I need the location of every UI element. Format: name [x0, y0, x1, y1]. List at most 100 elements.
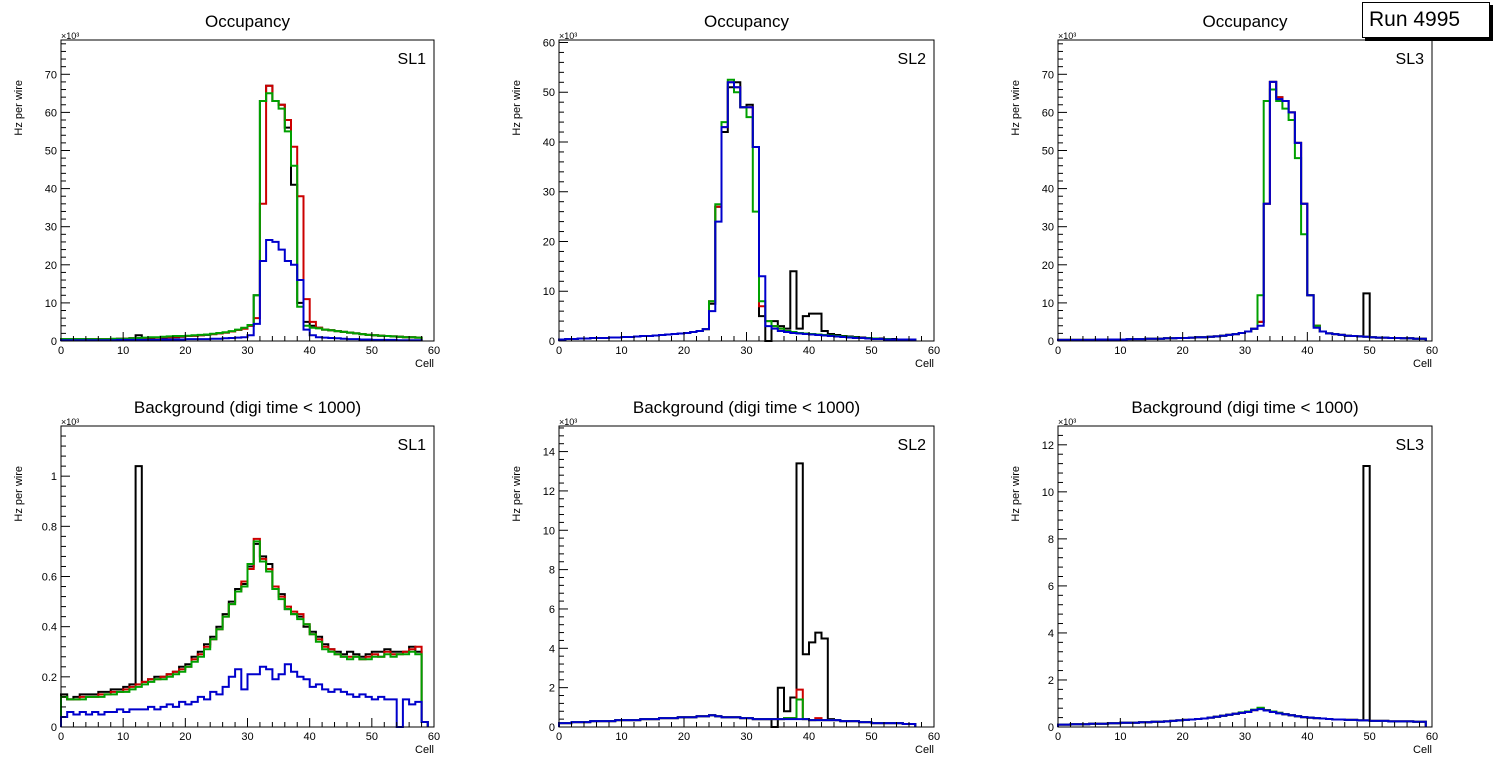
y-axis: 0 10 20 30 40 50 60 70 ×10³ Hz per wire: [13, 31, 79, 348]
series-blue: [1057, 708, 1427, 727]
series-black: [60, 465, 429, 727]
x-tick-label: 0: [556, 345, 562, 357]
x-tick-label: 20: [179, 731, 191, 743]
series-blue: [1057, 80, 1427, 341]
plot-frame: [60, 39, 435, 342]
x-axis-label: Cell: [915, 358, 934, 370]
x-axis-label: Cell: [1413, 744, 1432, 756]
x-tick-label: 0: [556, 731, 562, 743]
y-exponent-label: ×10³: [1058, 31, 1076, 41]
y-tick-label: 2: [1048, 675, 1054, 687]
y-axis-label: Hz per wire: [511, 80, 523, 136]
y-exponent-label: ×10³: [1058, 417, 1076, 427]
x-tick-label: 40: [803, 731, 815, 743]
x-tick-label: 30: [1239, 731, 1251, 743]
y-axis: 0 2 4 6 8 10 12 14 ×10³ Hz per wire: [511, 417, 577, 734]
x-tick-label: 30: [740, 345, 752, 357]
x-tick-label: 40: [1301, 345, 1313, 357]
x-tick-label: 50: [1364, 731, 1376, 743]
series-blue: [558, 714, 917, 727]
x-tick-label: 50: [865, 731, 877, 743]
series-blue: [558, 81, 917, 341]
y-tick-label: 0.8: [42, 521, 57, 533]
y-tick-label: 70: [1042, 69, 1054, 81]
superlayer-label: SL3: [1396, 437, 1425, 454]
y-tick-label: 0.2: [42, 672, 57, 684]
x-tick-label: 40: [304, 345, 316, 357]
x-tick-label: 10: [615, 731, 627, 743]
y-exponent-label: ×10³: [559, 417, 577, 427]
x-tick-label: 40: [803, 345, 815, 357]
series-red: [558, 81, 917, 341]
x-tick-label: 10: [117, 731, 129, 743]
y-tick-label: 0: [549, 336, 555, 348]
y-tick-label: 50: [1042, 145, 1054, 157]
y-tick-label: 30: [1042, 222, 1054, 234]
x-tick-label: 50: [366, 345, 378, 357]
y-tick-label: 50: [543, 87, 555, 99]
x-axis-label: Cell: [415, 358, 434, 370]
chart-title: Background (digi time < 1000): [633, 398, 860, 417]
y-tick-label: 60: [1042, 107, 1054, 119]
series-green: [60, 540, 429, 727]
x-tick-label: 60: [1426, 731, 1438, 743]
chart-title: Occupancy: [1202, 12, 1288, 31]
chart-title: Background (digi time < 1000): [1131, 398, 1358, 417]
x-tick-label: 40: [1301, 731, 1313, 743]
y-tick-label: 0: [1048, 722, 1054, 734]
y-axis-label: Hz per wire: [13, 80, 25, 136]
y-tick-label: 20: [543, 236, 555, 248]
y-tick-label: 6: [549, 604, 555, 616]
y-axis: 0 10 20 30 40 50 60 70 ×10³ Hz per wire: [1010, 31, 1076, 348]
chart-title: Background (digi time < 1000): [134, 398, 361, 417]
y-axis-label: Hz per wire: [1010, 80, 1022, 136]
x-tick-label: 10: [1114, 345, 1126, 357]
y-tick-label: 0.6: [42, 572, 57, 584]
y-tick-label: 0.4: [42, 622, 57, 634]
y-tick-label: 0: [51, 722, 57, 734]
x-tick-label: 10: [1114, 731, 1126, 743]
y-tick-label: 50: [45, 145, 57, 157]
y-axis: 0 2 4 6 8 10 12 ×10³ Hz per wire: [1010, 417, 1076, 734]
y-axis-label: Hz per wire: [1010, 466, 1022, 522]
series-blue: [60, 239, 423, 342]
series-green: [60, 92, 423, 341]
y-tick-label: 10: [45, 298, 57, 310]
series-black: [1057, 80, 1427, 341]
x-tick-label: 0: [1055, 731, 1061, 743]
x-tick-label: 20: [678, 345, 690, 357]
series-black: [1057, 465, 1427, 727]
chart-title: Occupancy: [704, 12, 790, 31]
x-tick-label: 30: [241, 345, 253, 357]
superlayer-label: SL1: [398, 437, 427, 454]
y-exponent-label: ×10³: [559, 31, 577, 41]
y-tick-label: 4: [549, 643, 555, 655]
series-blue: [60, 663, 429, 728]
x-tick-label: 0: [58, 731, 64, 743]
chart-title: Occupancy: [205, 12, 291, 31]
y-tick-label: 6: [1048, 581, 1054, 593]
y-tick-label: 2: [549, 683, 555, 695]
y-tick-label: 20: [1042, 260, 1054, 272]
y-tick-label: 8: [1048, 534, 1054, 546]
y-tick-label: 12: [1042, 440, 1054, 452]
x-tick-label: 60: [928, 345, 940, 357]
y-tick-label: 8: [549, 565, 555, 577]
y-tick-label: 10: [1042, 487, 1054, 499]
x-tick-label: 60: [928, 731, 940, 743]
y-tick-label: 60: [45, 107, 57, 119]
y-tick-label: 30: [543, 187, 555, 199]
series-black: [60, 84, 423, 341]
series-red: [60, 84, 423, 341]
series-green: [558, 78, 917, 341]
superlayer-label: SL3: [1396, 51, 1425, 68]
y-tick-label: 60: [543, 37, 555, 49]
plot-frame: [1057, 39, 1433, 342]
y-tick-label: 30: [45, 222, 57, 234]
x-axis-label: Cell: [415, 744, 434, 756]
